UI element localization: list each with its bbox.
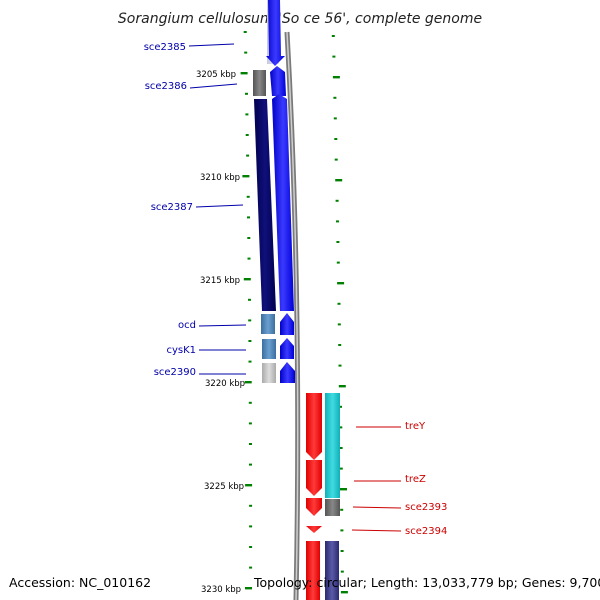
gene-arrow-sce2386[interactable]	[270, 66, 286, 96]
scale-label-3205: 3205 kbp	[196, 70, 236, 80]
leader-sce2394	[351, 529, 402, 532]
plus-strand-genes	[266, 0, 295, 383]
gene-label-cysK1[interactable]: cysK1	[166, 345, 196, 356]
gene-arrow-sce2394[interactable]	[306, 526, 322, 533]
gene-label-treZ[interactable]: treZ	[405, 474, 426, 485]
cog-track-minus	[325, 393, 340, 600]
scale-label-3230: 3230 kbp	[201, 585, 241, 595]
scale-ticks-right	[331, 35, 348, 594]
scale-ticks-left	[240, 31, 253, 590]
scale-label-3215: 3215 kbp	[200, 276, 240, 286]
topology-text: Topology: circular; Length: 13,033,779 b…	[254, 575, 600, 590]
cog-block-ocd	[261, 314, 275, 334]
leader-sce2387	[195, 204, 244, 208]
cog-block-cysK1	[262, 339, 276, 359]
gene-arrow-ocd[interactable]	[280, 313, 294, 335]
cog-block-sce2386	[253, 70, 266, 96]
gene-label-sce2394[interactable]: sce2394	[405, 526, 447, 537]
leader-sce2393	[352, 506, 402, 509]
label-leaders	[188, 43, 402, 532]
leader-sce2386	[189, 83, 238, 89]
gene-label-sce2390[interactable]: sce2390	[154, 367, 196, 378]
gene-label-treY[interactable]: treY	[405, 421, 426, 432]
leader-sce2385	[188, 43, 235, 47]
gene-label-sce2386[interactable]: sce2386	[145, 81, 187, 92]
gene-labels: sce2385 sce2386 sce2387 ocd cysK1 sce239…	[144, 42, 448, 537]
gene-arrow-sce2387[interactable]	[272, 94, 294, 311]
gene-arrow-next-minus[interactable]	[306, 541, 320, 600]
gene-arrow-sce2393[interactable]	[306, 498, 322, 516]
gene-label-ocd[interactable]: ocd	[178, 320, 196, 331]
accession-text: Accession: NC_010162	[9, 575, 152, 590]
cog-block-sce2390	[262, 363, 276, 383]
gene-arrow-treZ[interactable]	[306, 460, 322, 496]
genome-backbone-highlight	[286, 31, 299, 600]
scale-label-3225: 3225 kbp	[204, 482, 244, 492]
scale-label-3210: 3210 kbp	[200, 173, 240, 183]
minus-strand-genes	[306, 393, 322, 600]
cog-block-treY-treZ	[325, 393, 340, 498]
gene-label-sce2393[interactable]: sce2393	[405, 502, 447, 513]
leader-ocd	[198, 324, 247, 327]
cog-block-sce2387	[254, 99, 276, 311]
cog-block-sce2393	[325, 499, 340, 516]
gene-arrow-cysK1[interactable]	[280, 338, 294, 359]
gene-arrow-sce2390[interactable]	[280, 362, 295, 383]
gene-label-sce2387[interactable]: sce2387	[151, 202, 193, 213]
map-title: Sorangium cellulosum 'So ce 56', complet…	[118, 11, 482, 27]
scale-label-3220: 3220 kbp	[205, 379, 245, 389]
gene-arrow-treY[interactable]	[306, 393, 322, 460]
gene-label-sce2385[interactable]: sce2385	[144, 42, 186, 53]
cog-block-next	[325, 541, 339, 600]
gene-arrow-sce2385[interactable]	[266, 0, 285, 66]
